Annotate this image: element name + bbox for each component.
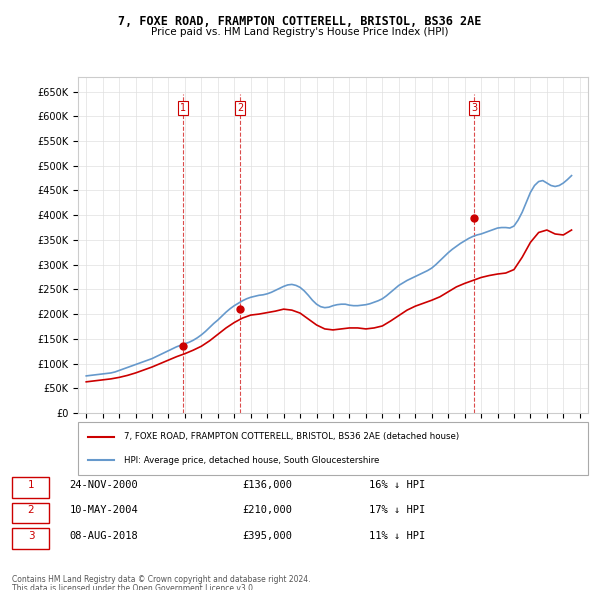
Text: £395,000: £395,000 — [242, 531, 292, 541]
Text: £210,000: £210,000 — [242, 506, 292, 516]
Text: 3: 3 — [28, 531, 34, 541]
Text: 24-NOV-2000: 24-NOV-2000 — [70, 480, 139, 490]
Text: 2: 2 — [237, 103, 244, 113]
Text: 3: 3 — [472, 103, 478, 113]
Text: Price paid vs. HM Land Registry's House Price Index (HPI): Price paid vs. HM Land Registry's House … — [151, 27, 449, 37]
Text: 11% ↓ HPI: 11% ↓ HPI — [369, 531, 425, 541]
Text: This data is licensed under the Open Government Licence v3.0.: This data is licensed under the Open Gov… — [12, 584, 256, 590]
Text: 1: 1 — [180, 103, 187, 113]
FancyBboxPatch shape — [12, 529, 49, 549]
Text: £136,000: £136,000 — [242, 480, 292, 490]
Text: 2: 2 — [28, 506, 34, 516]
Text: 16% ↓ HPI: 16% ↓ HPI — [369, 480, 425, 490]
FancyBboxPatch shape — [78, 422, 588, 475]
FancyBboxPatch shape — [12, 477, 49, 497]
Text: 10-MAY-2004: 10-MAY-2004 — [70, 506, 139, 516]
Text: 1: 1 — [28, 480, 34, 490]
Text: 17% ↓ HPI: 17% ↓ HPI — [369, 506, 425, 516]
Text: 7, FOXE ROAD, FRAMPTON COTTERELL, BRISTOL, BS36 2AE: 7, FOXE ROAD, FRAMPTON COTTERELL, BRISTO… — [118, 15, 482, 28]
FancyBboxPatch shape — [12, 503, 49, 523]
Text: HPI: Average price, detached house, South Gloucestershire: HPI: Average price, detached house, Sout… — [124, 455, 379, 464]
Text: Contains HM Land Registry data © Crown copyright and database right 2024.: Contains HM Land Registry data © Crown c… — [12, 575, 311, 584]
Text: 7, FOXE ROAD, FRAMPTON COTTERELL, BRISTOL, BS36 2AE (detached house): 7, FOXE ROAD, FRAMPTON COTTERELL, BRISTO… — [124, 432, 459, 441]
Text: 08-AUG-2018: 08-AUG-2018 — [70, 531, 139, 541]
